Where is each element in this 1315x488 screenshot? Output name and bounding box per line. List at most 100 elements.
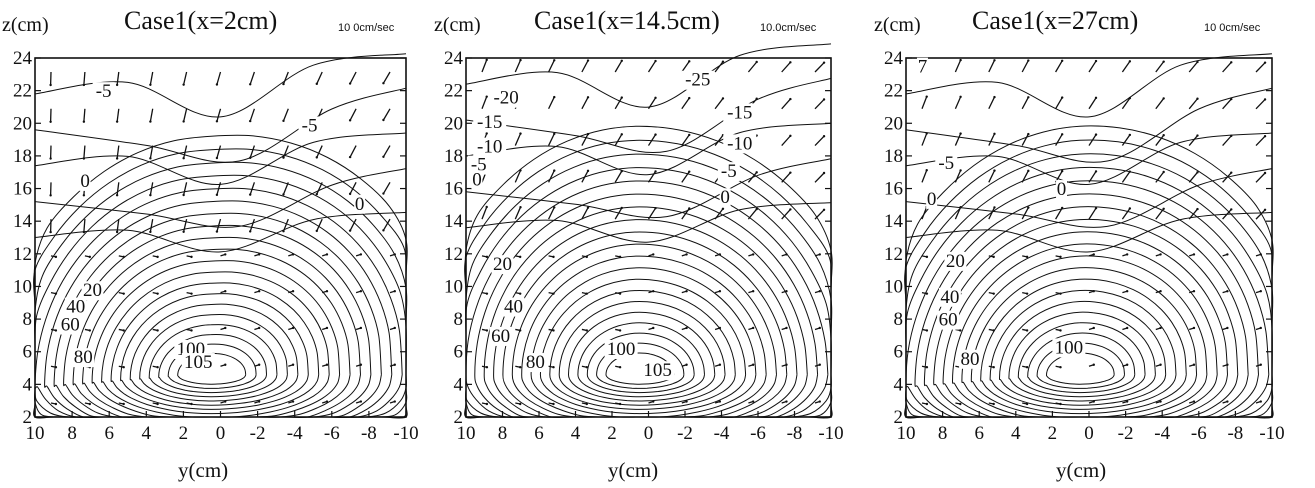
contour-line	[1027, 332, 1136, 394]
contour-line	[1036, 342, 1125, 389]
vector-scale-label: 10 0cm/sec	[1204, 22, 1261, 34]
vector-arrowhead	[1094, 133, 1098, 136]
vector-arrowhead	[1159, 289, 1162, 293]
contour-label: -10	[727, 133, 752, 154]
velocity-vector	[1255, 135, 1266, 147]
vector-arrowhead	[88, 255, 92, 259]
vector-arrowhead	[149, 157, 152, 160]
vector-arrowhead	[755, 171, 758, 174]
vector-arrowhead	[959, 329, 962, 332]
contour-label-bg	[1056, 180, 1068, 200]
contour-label: 40	[940, 287, 959, 308]
contour-label-bg	[298, 116, 321, 136]
vector-arrowhead	[485, 95, 488, 98]
contour-label-bg	[938, 287, 961, 307]
vector-arrowhead	[49, 83, 52, 87]
vector-arrowhead	[224, 289, 227, 293]
vector-arrowhead	[585, 292, 589, 295]
contour-label-bg	[959, 349, 982, 369]
vector-arrowhead	[959, 402, 962, 406]
vector-arrowhead	[348, 119, 352, 122]
vector-arrowhead	[115, 194, 119, 197]
x-tick-label: -8	[361, 423, 377, 444]
y-tick-label: 4	[454, 374, 464, 395]
contour-line	[34, 53, 407, 118]
vector-arrowhead	[485, 58, 488, 62]
vector-arrowhead	[925, 169, 928, 172]
vector-arrowhead	[685, 326, 688, 330]
y-tick-label: 2	[23, 407, 33, 428]
velocity-vector	[921, 133, 928, 146]
velocity-vector	[1021, 97, 1029, 110]
contour-line	[1008, 311, 1156, 402]
velocity-vector	[814, 62, 825, 73]
y-tick-label: 2	[454, 407, 464, 428]
contour-line	[521, 255, 767, 418]
vector-arrowhead	[325, 289, 329, 293]
vector-arrowhead	[993, 95, 996, 99]
vector-arrowhead	[1128, 170, 1132, 173]
y-tick-label: 22	[444, 81, 463, 102]
vector-arrowhead	[122, 329, 125, 332]
velocity-vector	[647, 207, 657, 220]
velocity-vector	[349, 182, 357, 195]
vector-arrowhead	[785, 363, 788, 366]
velocity-vector	[681, 60, 690, 73]
velocity-vector	[614, 97, 623, 110]
vector-arrowhead	[359, 289, 363, 293]
vector-arrowhead	[291, 289, 295, 293]
x-axis-label: y(cm)	[608, 458, 659, 482]
vector-arrowhead	[115, 230, 119, 234]
chart-title: Case1(x=27cm)	[972, 6, 1139, 35]
vector-arrowhead	[485, 255, 489, 259]
vector-arrowhead	[992, 255, 995, 259]
vector-arrowhead	[751, 363, 755, 366]
vector-arrowhead	[552, 366, 555, 369]
contour-line	[905, 168, 1273, 228]
velocity-vector	[1055, 60, 1063, 73]
y-tick-label: 14	[13, 211, 33, 232]
contour-label-bg	[723, 103, 757, 123]
contour-line	[970, 267, 1198, 418]
y-tick-label: 24	[444, 48, 464, 69]
vector-arrowhead	[49, 194, 52, 197]
vector-arrowhead	[224, 326, 227, 330]
vector-arrowhead	[291, 326, 295, 330]
contour-line	[905, 132, 1273, 185]
y-tick-label: 10	[13, 276, 32, 297]
contour-label-bg	[59, 315, 82, 335]
contour-line	[577, 322, 705, 398]
y-tick-label: 14	[444, 211, 464, 232]
contour-line	[110, 282, 320, 415]
vector-arrowhead	[789, 61, 792, 64]
chart-title: Case1(x=2cm)	[124, 6, 278, 35]
vector-arrowhead	[393, 363, 396, 366]
vector-arrowhead	[959, 169, 962, 172]
velocity-vector	[781, 61, 791, 73]
velocity-vector	[382, 145, 391, 158]
vector-arrowhead	[1226, 253, 1229, 256]
vector-arrowhead	[586, 169, 590, 173]
contour-lines	[464, 43, 833, 419]
contour-label-bg	[681, 70, 715, 90]
vector-arrowhead	[519, 205, 522, 209]
vector-arrowhead	[1092, 363, 1095, 366]
vector-arrowhead	[485, 329, 489, 332]
y-tick-label: 12	[884, 244, 903, 265]
vector-arrowhead	[1025, 366, 1029, 369]
vector-arrowhead	[1259, 363, 1262, 366]
vector-arrowhead	[282, 119, 285, 123]
vector-arrowhead	[620, 206, 623, 210]
velocity-vector	[216, 218, 222, 232]
vector-arrowhead	[156, 292, 159, 295]
vector-arrowhead	[182, 83, 185, 86]
vector-arrowhead	[925, 366, 929, 369]
velocity-vector	[548, 207, 555, 220]
velocity-vector	[282, 182, 289, 195]
vector-arrowhead	[54, 255, 58, 259]
contour-line	[34, 87, 407, 163]
vector-arrowhead	[156, 366, 159, 369]
vector-arrowhead	[586, 132, 590, 136]
contour-label: 60	[939, 310, 958, 331]
contour-label: 40	[66, 297, 85, 318]
